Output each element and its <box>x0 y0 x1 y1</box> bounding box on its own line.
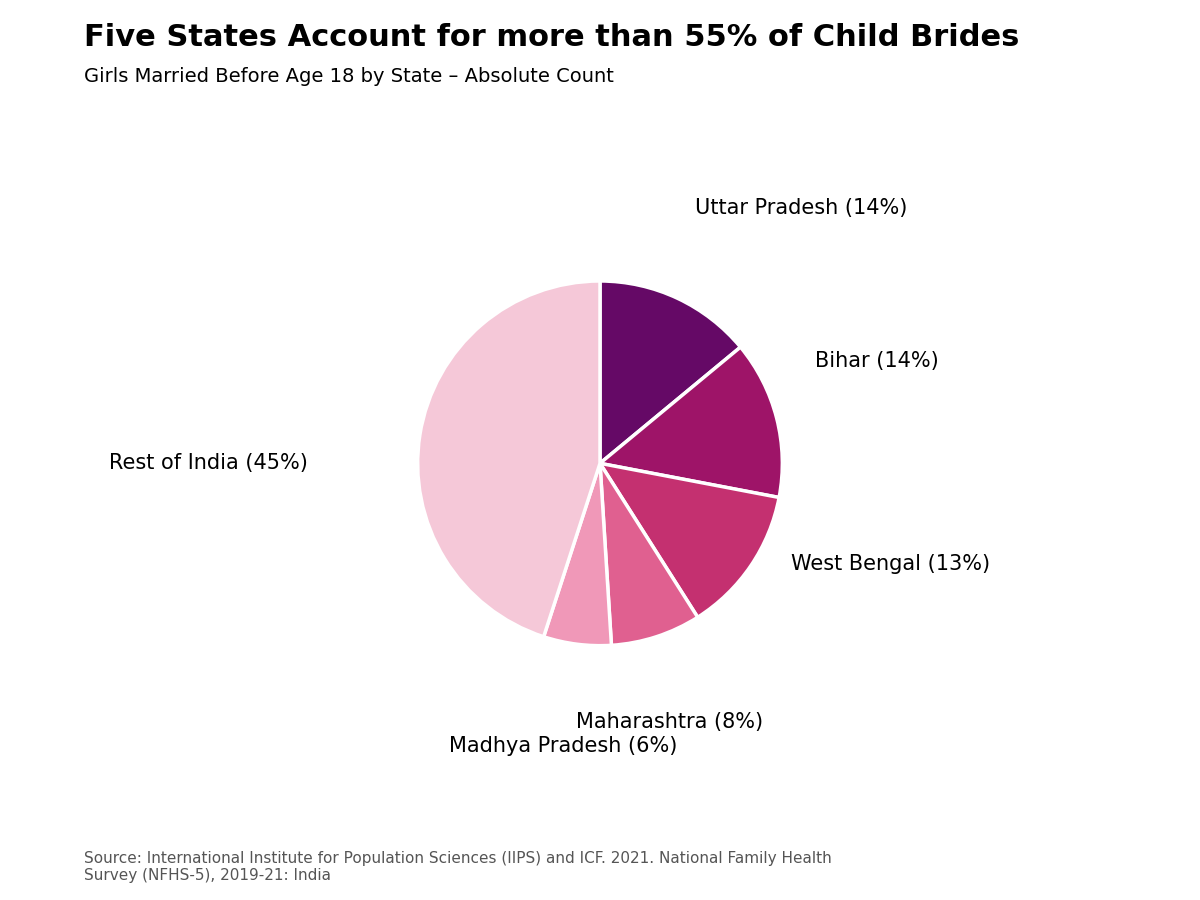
Text: Five States Account for more than 55% of Child Brides: Five States Account for more than 55% of… <box>84 22 1019 51</box>
Wedge shape <box>600 464 697 645</box>
Text: Maharashtra (8%): Maharashtra (8%) <box>576 712 763 733</box>
Text: West Bengal (13%): West Bengal (13%) <box>792 554 990 573</box>
Text: Rest of India (45%): Rest of India (45%) <box>109 454 308 473</box>
Text: Source: International Institute for Population Sciences (IIPS) and ICF. 2021. Na: Source: International Institute for Popu… <box>84 850 832 883</box>
Text: Madhya Pradesh (6%): Madhya Pradesh (6%) <box>449 736 678 756</box>
Wedge shape <box>600 464 779 617</box>
Wedge shape <box>544 464 612 645</box>
Text: Girls Married Before Age 18 by State – Absolute Count: Girls Married Before Age 18 by State – A… <box>84 68 614 86</box>
Text: Uttar Pradesh (14%): Uttar Pradesh (14%) <box>695 198 907 218</box>
Text: Bihar (14%): Bihar (14%) <box>815 351 938 371</box>
Wedge shape <box>600 347 782 498</box>
Wedge shape <box>418 281 600 636</box>
Wedge shape <box>600 281 740 464</box>
